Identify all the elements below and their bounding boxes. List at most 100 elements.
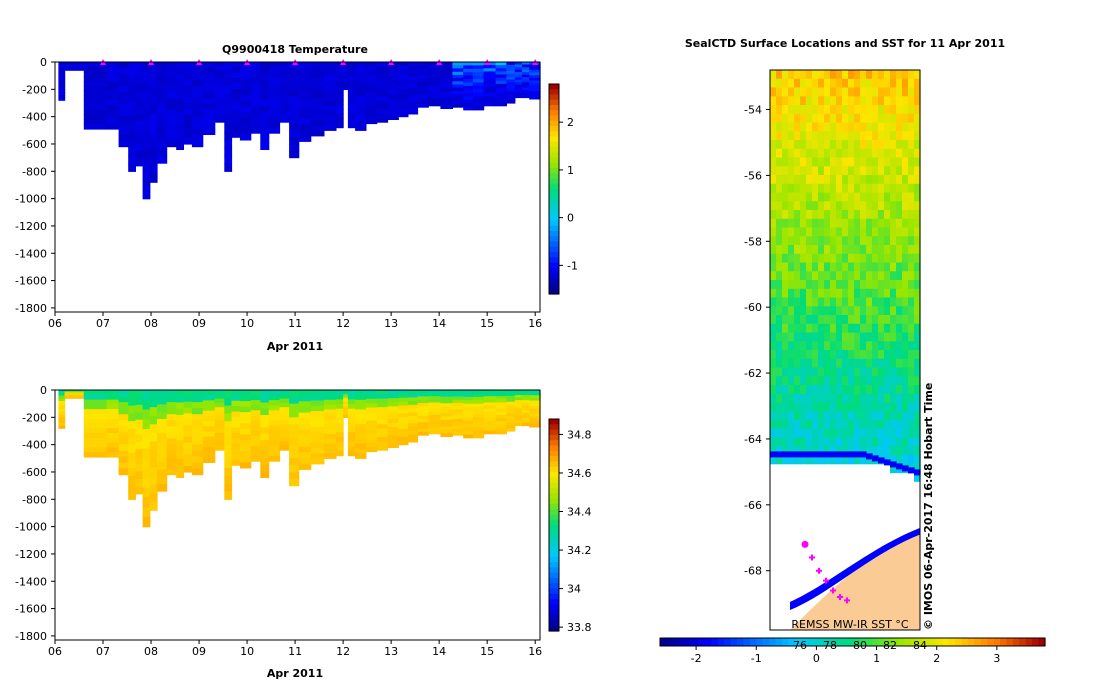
section-cell xyxy=(472,390,485,394)
sst-cell xyxy=(872,271,879,281)
section-cell xyxy=(506,392,516,397)
sst-cell xyxy=(908,210,915,220)
sst-cell xyxy=(812,385,819,395)
sst-cell xyxy=(884,428,891,439)
sst-cell xyxy=(782,367,789,377)
sst-cell xyxy=(830,280,837,290)
sst-cell xyxy=(788,350,795,360)
section-cell xyxy=(463,103,474,107)
section-cell xyxy=(289,96,300,104)
sst-cell xyxy=(848,280,855,290)
colorbar-swatch xyxy=(549,120,559,127)
sst-cell xyxy=(800,393,807,404)
section-cell xyxy=(157,155,168,164)
y-tick-label: -1600 xyxy=(15,603,47,616)
sst-cell xyxy=(914,227,921,237)
sst-cell xyxy=(830,315,837,325)
sst-cell xyxy=(824,350,831,360)
sst-cell xyxy=(908,148,915,159)
colorbar-swatch xyxy=(549,620,559,627)
sst-cell xyxy=(812,280,819,290)
sst-cell xyxy=(896,262,903,272)
section-cell xyxy=(250,117,261,124)
section-cell xyxy=(417,62,429,66)
sst-cell xyxy=(896,420,903,430)
section-cell xyxy=(495,393,507,397)
section-cell xyxy=(260,118,270,125)
sst-cell xyxy=(866,227,873,237)
sst-cell xyxy=(824,192,831,202)
sst-cell xyxy=(794,157,801,167)
section-cell xyxy=(483,399,497,404)
section-cell xyxy=(250,425,261,432)
sst-cell xyxy=(824,323,831,334)
sst-cell xyxy=(914,148,921,159)
section-cell xyxy=(310,442,325,449)
sst-cell xyxy=(890,437,897,447)
section-cell xyxy=(214,420,225,425)
sst-cell xyxy=(842,140,849,150)
section-cell xyxy=(522,69,530,73)
sst-cell xyxy=(824,227,831,237)
sst-cell xyxy=(806,210,813,220)
sst-cell xyxy=(794,148,801,159)
sst-cell xyxy=(836,148,843,159)
sst-cell xyxy=(902,332,909,342)
sst-cell xyxy=(794,455,801,465)
colorbar-swatch xyxy=(666,638,674,646)
section-cell xyxy=(343,71,349,75)
section-cell xyxy=(398,432,409,438)
sst-cell xyxy=(788,192,795,202)
sst-cell xyxy=(854,245,861,255)
sst-cell xyxy=(884,78,891,89)
sst-cell xyxy=(782,113,789,124)
sst-cell xyxy=(782,420,789,430)
sst-cell xyxy=(770,157,777,167)
sst-cell xyxy=(842,288,849,299)
section-cell xyxy=(529,72,541,76)
sst-cell xyxy=(860,192,867,202)
section-cell xyxy=(142,159,151,170)
section-cell xyxy=(495,93,507,97)
salinity-section-chart: 0-200-400-600-800-1000-1200-1400-1600-18… xyxy=(15,384,591,680)
sst-cell xyxy=(842,297,849,307)
section-cell xyxy=(58,75,66,79)
section-cell xyxy=(310,426,325,433)
sst-cell xyxy=(824,341,831,351)
sst-cell xyxy=(878,280,885,290)
sst-cell xyxy=(770,297,777,307)
section-cell xyxy=(279,109,290,115)
section-cell xyxy=(64,66,85,68)
sst-cell xyxy=(824,271,831,281)
section-cell xyxy=(472,413,485,418)
sst-cell xyxy=(860,253,867,264)
sst-cell xyxy=(914,332,921,342)
sst-cell xyxy=(848,245,855,255)
section-cell xyxy=(417,84,429,89)
section-cell xyxy=(118,396,129,403)
sst-cell xyxy=(776,341,783,351)
section-cell xyxy=(387,402,399,407)
sst-cell xyxy=(854,297,861,307)
colorbar-swatch xyxy=(549,593,559,600)
section-cell xyxy=(529,85,541,89)
sst-cell xyxy=(776,253,783,264)
sst-cell xyxy=(776,350,783,360)
section-cell xyxy=(347,108,356,115)
section-cell xyxy=(376,398,389,404)
section-cell xyxy=(417,419,429,423)
sst-cell xyxy=(884,236,891,246)
sst-cell xyxy=(902,402,909,412)
section-cell xyxy=(157,455,168,463)
section-cell xyxy=(260,99,270,107)
section-cell xyxy=(106,95,120,101)
section-cell xyxy=(157,390,168,398)
sst-cell xyxy=(824,87,831,97)
sst-cell xyxy=(884,70,891,80)
section-cell xyxy=(224,483,233,493)
section-cell xyxy=(298,84,312,91)
sst-cell xyxy=(848,175,855,185)
sst-cell xyxy=(848,218,855,229)
section-cell xyxy=(224,124,233,133)
section-cell xyxy=(514,417,523,421)
